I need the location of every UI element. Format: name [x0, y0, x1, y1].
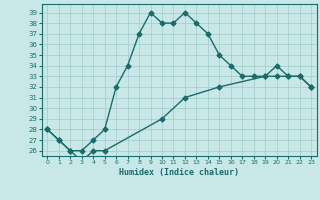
- X-axis label: Humidex (Indice chaleur): Humidex (Indice chaleur): [119, 168, 239, 177]
